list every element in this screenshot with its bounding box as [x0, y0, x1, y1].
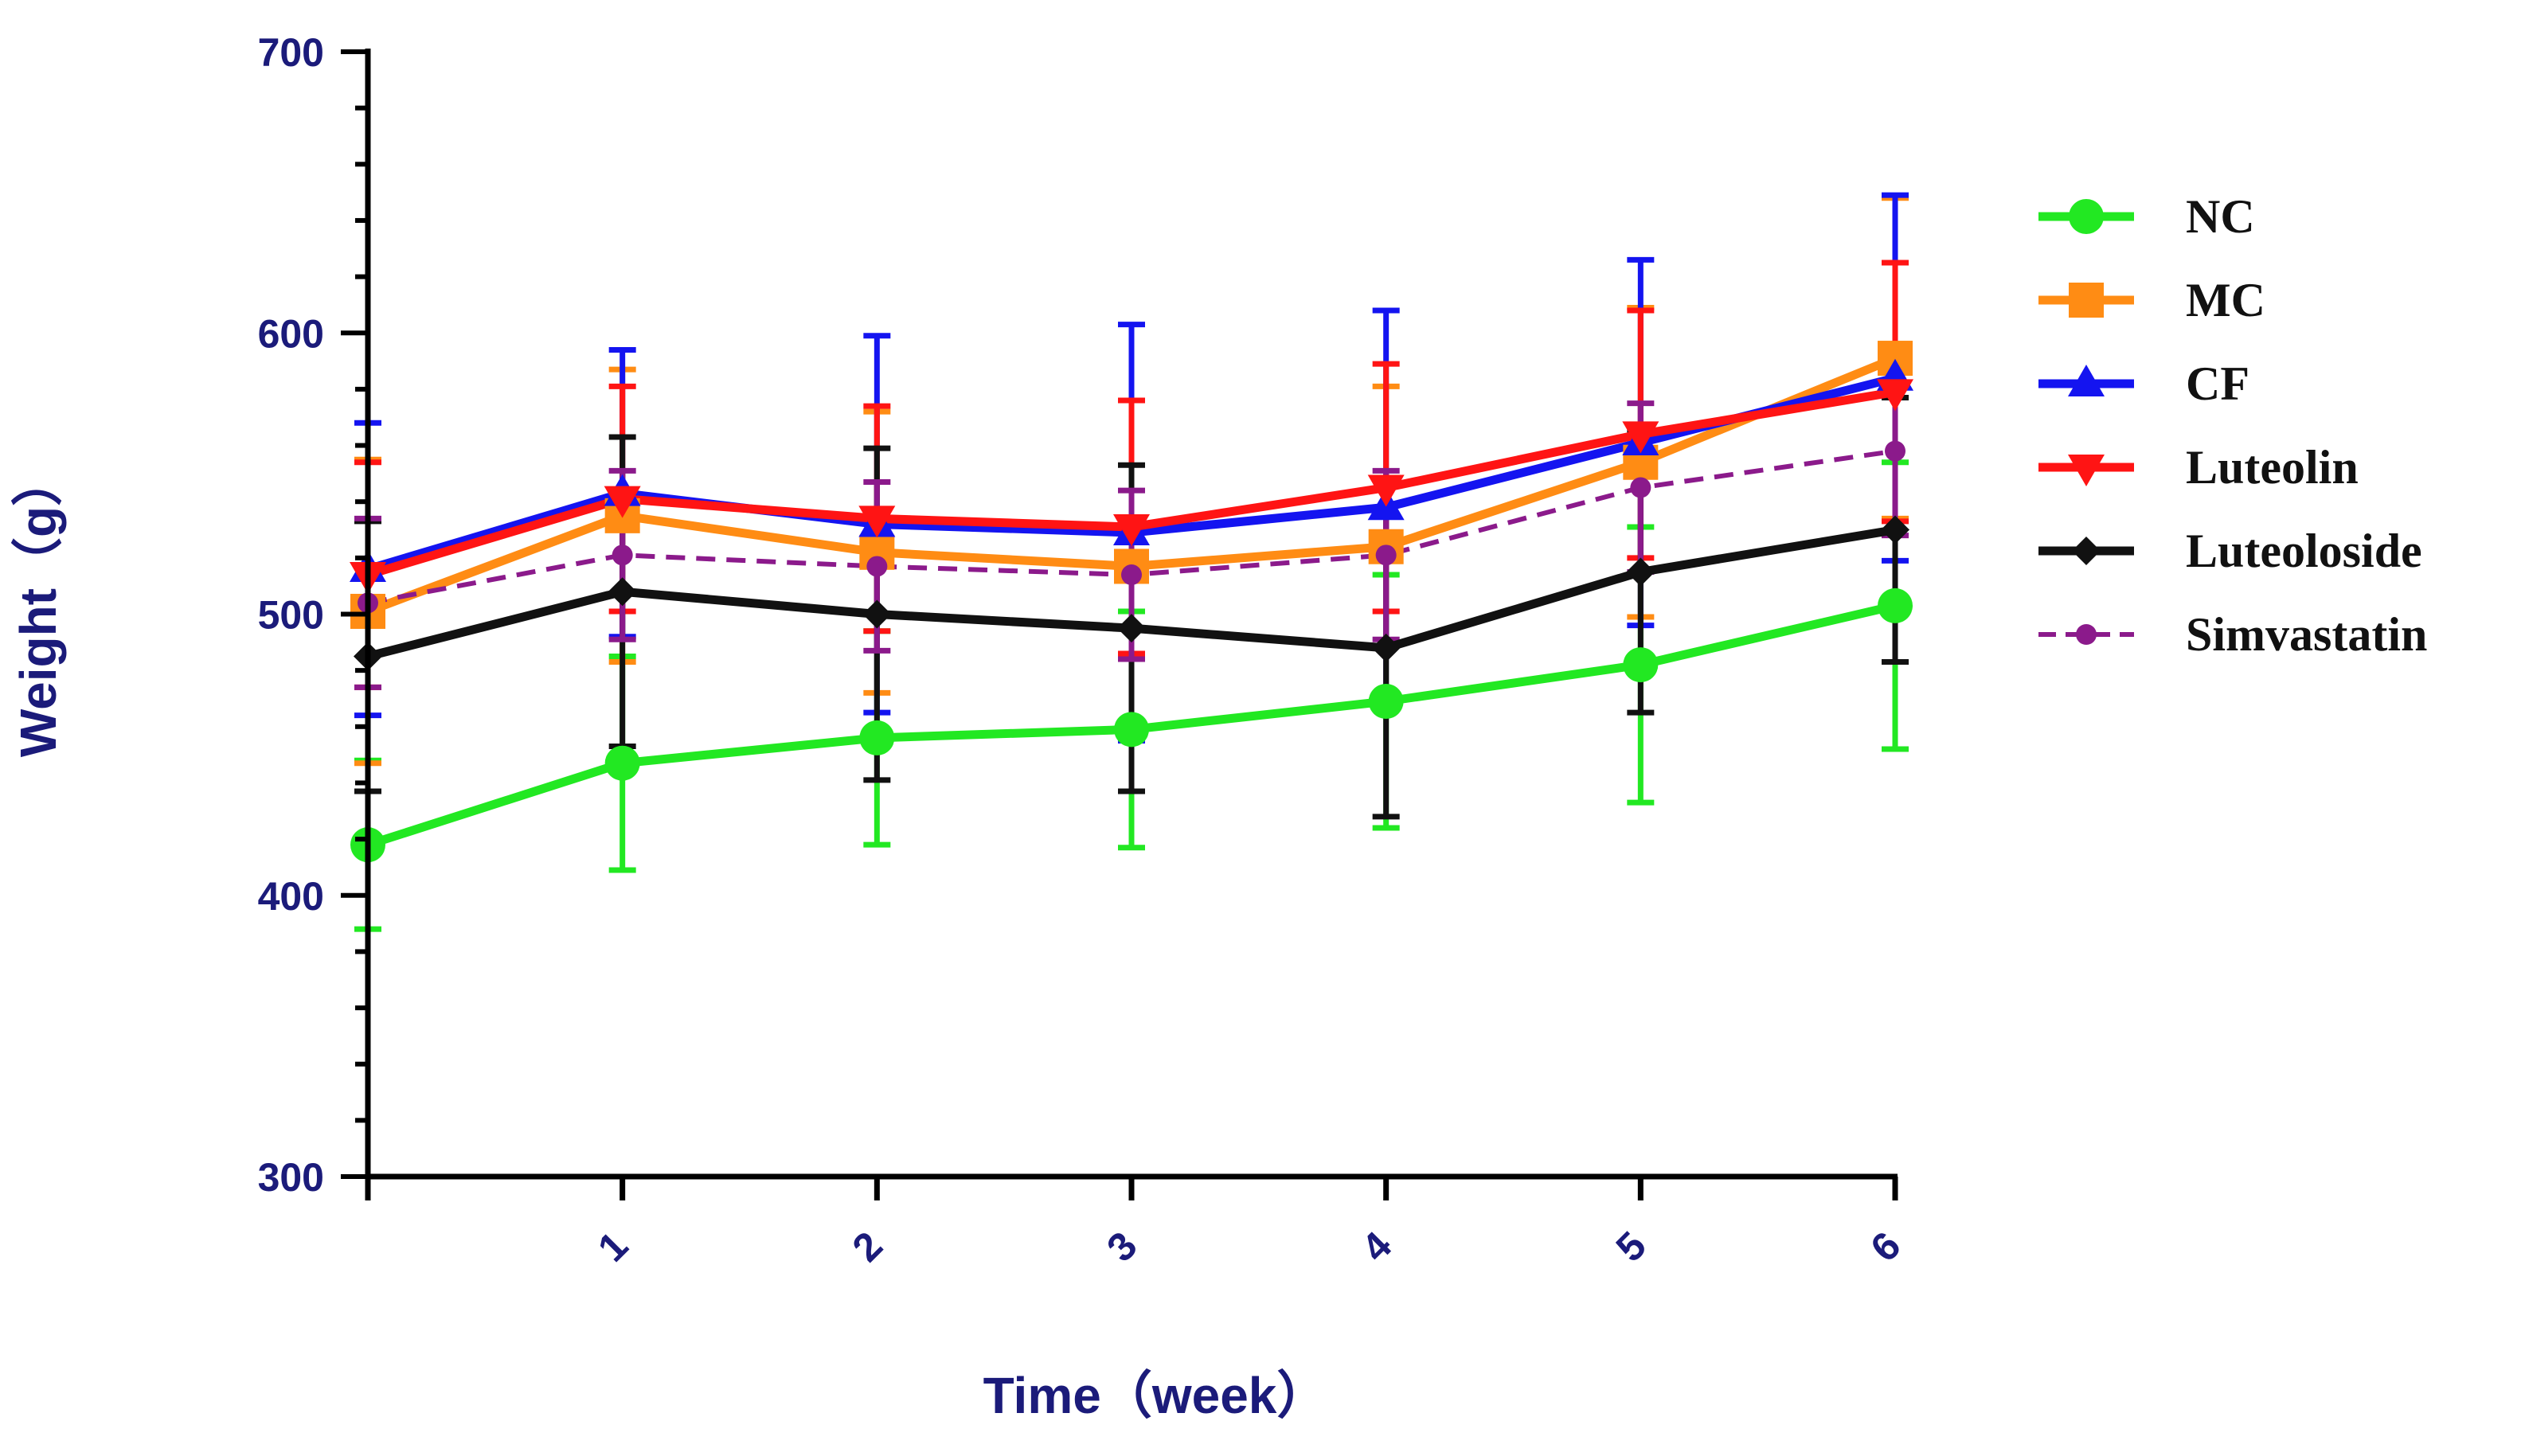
- axes: 300 400 500 600 700 1 2 3 4 5 6 Time（week） Weight（g）: [10, 30, 1909, 1424]
- luteoloside-point: [1371, 633, 1401, 662]
- luteoloside-point: [1626, 557, 1655, 587]
- simvastatin-point: [1885, 440, 1905, 462]
- luteolin-point: [858, 506, 896, 538]
- luteoloside-point: [1881, 515, 1909, 545]
- legend-mc-label: MC: [2186, 274, 2265, 326]
- x-tick-label: 2: [844, 1223, 891, 1270]
- nc-point: [1623, 647, 1659, 683]
- luteolin-point: [1113, 513, 1150, 546]
- nc-point: [1368, 684, 1404, 720]
- y-tick-label: 400: [258, 874, 324, 919]
- legend-luteolin-marker: [2068, 455, 2105, 486]
- series-markers: [350, 341, 1913, 863]
- legend-luteoloside-label: Luteoloside: [2186, 525, 2422, 577]
- legend-nc-marker: [2069, 199, 2104, 234]
- luteoloside-point: [1117, 614, 1146, 643]
- legend-cf-label: CF: [2186, 357, 2249, 410]
- x-tick-label: 1: [589, 1223, 636, 1270]
- y-tick-label: 700: [258, 30, 324, 75]
- legend-luteoloside-marker: [2072, 537, 2101, 565]
- legend-simvastatin-label: Simvastatin: [2186, 608, 2427, 661]
- y-tick-label: 300: [258, 1155, 324, 1200]
- x-tick-label: 3: [1098, 1223, 1145, 1270]
- luteoloside-point: [608, 577, 637, 607]
- luteolin-point: [1622, 421, 1659, 454]
- legend-cf-marker: [2068, 365, 2105, 396]
- simvastatin-point: [612, 545, 633, 566]
- y-tick-label: 600: [258, 311, 324, 356]
- legend: NC MC CF Luteolin Luteoloside Simvastatin: [2038, 190, 2427, 661]
- x-axis-title: Time（week）: [983, 1367, 1328, 1424]
- simvastatin-point: [1375, 545, 1397, 566]
- x-tick-label: 4: [1353, 1223, 1400, 1270]
- legend-simvastatin-marker: [2076, 624, 2097, 645]
- simvastatin-point: [1121, 564, 1142, 586]
- nc-point: [604, 745, 640, 781]
- legend-luteolin-label: Luteolin: [2186, 441, 2359, 494]
- nc-point: [1878, 587, 1913, 623]
- x-tick-label: 6: [1862, 1223, 1909, 1270]
- x-tick-label: 5: [1608, 1223, 1655, 1270]
- luteolin-point: [1877, 379, 1913, 412]
- y-axis-title: Weight（g）: [10, 455, 67, 757]
- luteolin-point: [1367, 474, 1405, 507]
- legend-mc-marker: [2069, 283, 2104, 318]
- luteoloside-point: [862, 599, 892, 629]
- legend-nc-label: NC: [2186, 190, 2255, 243]
- luteolin-point: [604, 486, 641, 518]
- simvastatin-point: [866, 556, 888, 577]
- nc-point: [859, 720, 895, 755]
- y-tick-label: 500: [258, 593, 324, 638]
- simvastatin-point: [1630, 477, 1651, 498]
- nc-point: [1114, 712, 1149, 748]
